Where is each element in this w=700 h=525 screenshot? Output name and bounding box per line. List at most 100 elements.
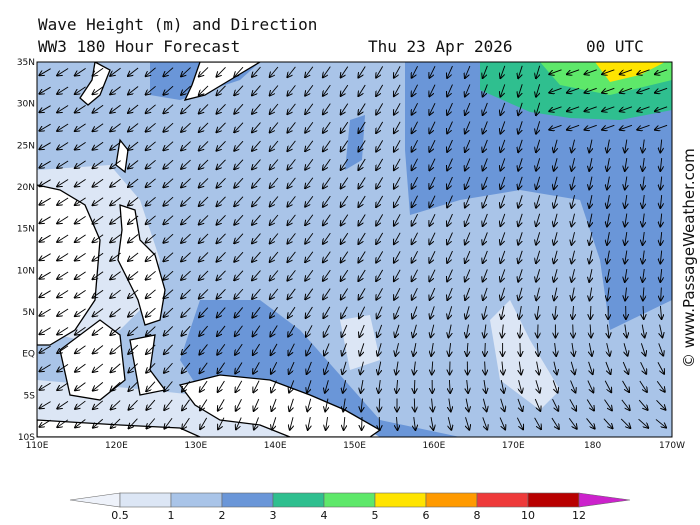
wave-arrow [447, 65, 453, 78]
wave-arrow [199, 325, 208, 336]
wave-arrow [447, 121, 453, 134]
wave-arrow [555, 342, 557, 356]
wave-arrow [39, 364, 51, 372]
wave-arrow [412, 195, 418, 208]
wave-arrow [75, 271, 86, 279]
wave-arrow [181, 325, 191, 336]
wave-arrow [217, 343, 226, 354]
wave-arrow [271, 361, 278, 374]
wave-arrow [589, 250, 592, 264]
wave-arrow [57, 308, 69, 316]
wave-arrow [181, 270, 191, 280]
wave-arrow [412, 140, 418, 152]
wave-arrow [589, 213, 592, 227]
wave-arrow [287, 66, 296, 77]
wave-arrow [218, 399, 225, 410]
wave-arrow [447, 176, 453, 189]
wave-arrow [643, 305, 644, 319]
wave-arrow [637, 124, 650, 129]
wave-arrow [234, 196, 244, 207]
wave-arrow [429, 158, 436, 171]
wave-arrow [376, 195, 384, 207]
wave-arrow [567, 69, 580, 74]
wave-arrow [519, 380, 522, 393]
wave-arrow [234, 270, 244, 281]
wave-arrow [658, 343, 664, 355]
wave-arrow [637, 69, 650, 74]
wave-arrow [625, 324, 627, 338]
wave-arrow [520, 324, 521, 338]
wave-arrow [379, 398, 380, 412]
wave-arrow [604, 399, 611, 411]
wave-arrow [519, 361, 521, 375]
wave-arrow [396, 379, 397, 393]
wave-arrow [305, 159, 314, 169]
wave-arrow [75, 400, 86, 409]
colorbar-segment [119, 492, 172, 508]
wave-arrow [39, 216, 51, 224]
wave-arrow [235, 307, 244, 317]
wave-arrow [287, 196, 296, 206]
wave-arrow [483, 65, 488, 78]
wave-arrow [643, 157, 645, 171]
wave-arrow [57, 160, 69, 168]
wave-arrow [110, 326, 121, 335]
wave-arrow [607, 250, 609, 264]
wave-arrow [607, 287, 609, 301]
wave-arrow [289, 380, 295, 392]
wave-arrow [128, 252, 139, 261]
wave-arrow [554, 195, 557, 208]
wave-arrow [518, 287, 522, 301]
wave-arrow [181, 307, 191, 317]
wave-arrow [163, 122, 174, 132]
wave-arrow [128, 271, 139, 279]
wave-arrow [288, 288, 296, 299]
wave-arrow [110, 363, 121, 373]
wave-arrow [110, 141, 121, 150]
wave-arrow [216, 85, 226, 95]
wave-arrow [429, 84, 436, 97]
wave-arrow [483, 287, 488, 300]
wave-arrow [431, 343, 433, 356]
wave-arrow [323, 251, 331, 263]
wave-arrow [234, 66, 244, 77]
wave-arrow [216, 67, 226, 76]
wave-arrow [163, 307, 174, 317]
wave-arrow [549, 87, 562, 92]
wave-arrow [643, 231, 645, 245]
lat-label: 20N [17, 183, 35, 193]
wave-arrow [379, 379, 381, 393]
wave-arrow [483, 102, 488, 115]
wave-arrow [638, 418, 649, 428]
wave-arrow [341, 288, 349, 299]
wave-arrow [449, 342, 451, 356]
wave-arrow [572, 343, 574, 356]
wave-arrow [146, 159, 156, 168]
wave-arrow [448, 417, 451, 430]
colorbar-segment [221, 492, 274, 508]
wave-arrow [625, 213, 627, 227]
wave-arrow [146, 326, 156, 336]
wave-arrow [590, 324, 591, 338]
wave-arrow [552, 380, 557, 392]
wave-arrow [518, 102, 523, 115]
wave-arrow [252, 233, 261, 244]
wave-arrow [394, 66, 401, 77]
wave-arrow [128, 400, 138, 409]
wave-zone [340, 315, 380, 370]
wave-arrow [394, 195, 401, 207]
wave-arrow [270, 306, 278, 318]
wave-arrow [449, 379, 450, 393]
wave-arrow [447, 269, 453, 282]
wave-arrow [39, 105, 51, 113]
wave-arrow [216, 270, 226, 280]
wave-arrow [536, 250, 540, 263]
wave-arrow [341, 84, 349, 96]
wave-arrow [607, 158, 609, 171]
wave-arrow [502, 324, 503, 338]
wave-arrow [110, 252, 121, 261]
wave-arrow [395, 343, 398, 356]
wave-arrow [216, 252, 226, 261]
wave-arrow [342, 343, 347, 355]
